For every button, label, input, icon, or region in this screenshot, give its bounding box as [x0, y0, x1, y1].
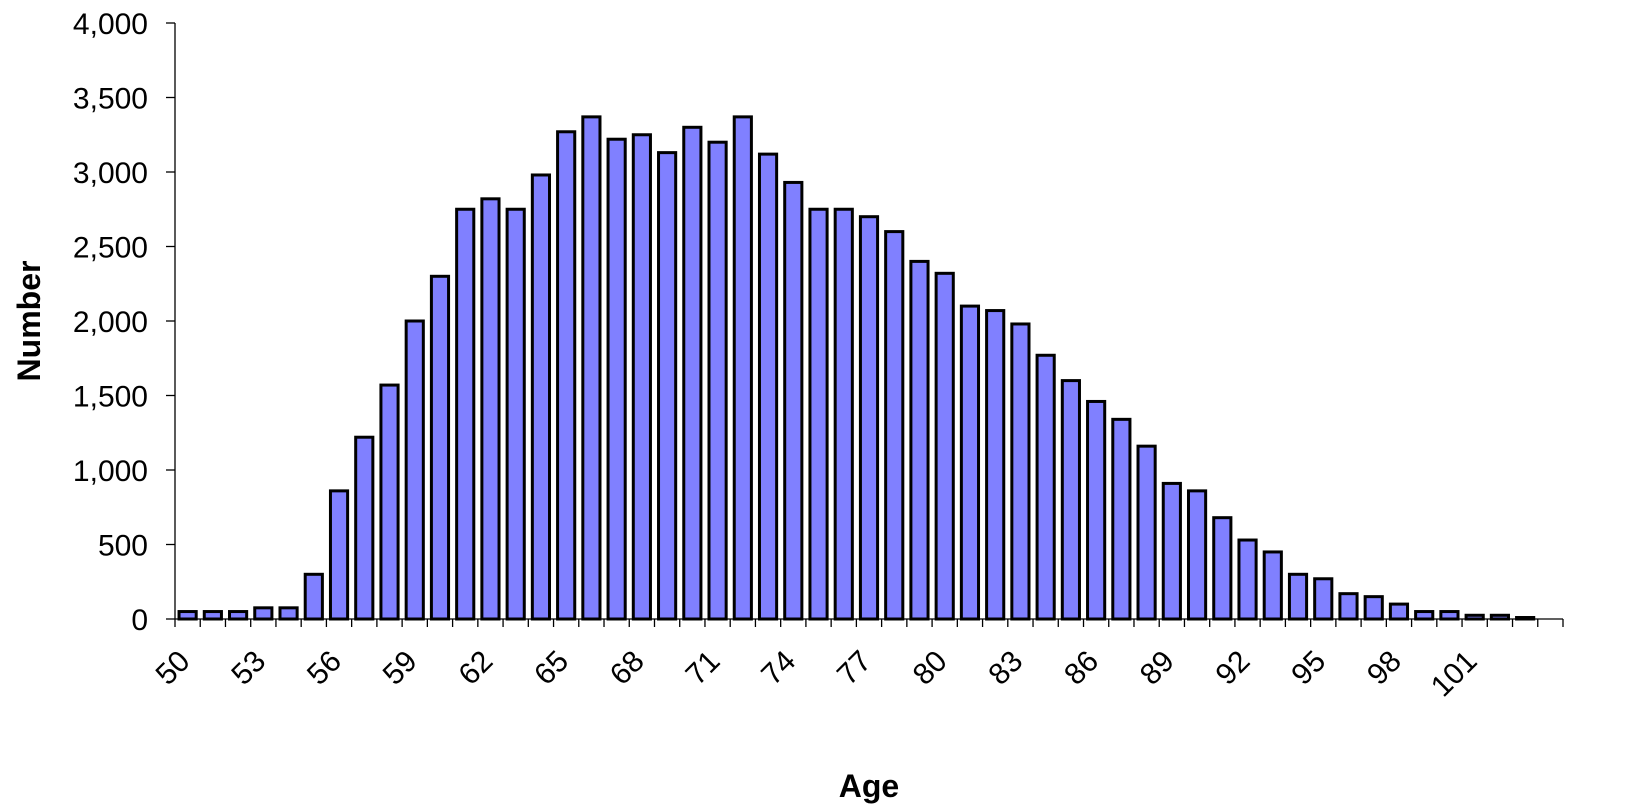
bar-age-82: [985, 309, 1006, 621]
x-tick-label: 86: [1058, 645, 1105, 692]
bar-age-52: [228, 610, 249, 621]
x-tick-label: 80: [907, 645, 954, 692]
bar-age-97: [1363, 595, 1384, 621]
x-tick-label: 95: [1285, 645, 1332, 692]
bar-age-100: [1439, 610, 1460, 621]
bar-age-96: [1338, 592, 1359, 621]
bar-age-90: [1186, 489, 1208, 621]
bar-age-60: [429, 274, 451, 621]
bar-age-59: [404, 319, 425, 621]
x-tick-label: 53: [225, 645, 272, 692]
x-tick-label: 83: [982, 645, 1029, 692]
bar-age-89: [1161, 481, 1182, 621]
bar-age-83: [1010, 322, 1031, 621]
x-tick-label: 71: [680, 645, 727, 692]
bar-age-51: [202, 610, 223, 621]
bar-age-65: [556, 130, 577, 621]
x-axis-title: Age: [839, 768, 899, 804]
y-tick-label: 3,000: [73, 157, 148, 190]
bar-age-99: [1414, 610, 1435, 621]
bar-age-78: [884, 230, 905, 621]
x-tick-label: 50: [150, 645, 197, 692]
bar-age-93: [1262, 550, 1283, 621]
bar-age-63: [505, 207, 526, 621]
bar-age-81: [959, 304, 981, 621]
y-tick-label: 2,500: [73, 232, 148, 265]
y-axis-title: Number: [11, 261, 47, 382]
bar-age-85: [1060, 379, 1081, 621]
bar-age-72: [732, 115, 753, 621]
bar-age-86: [1086, 399, 1107, 621]
bar-age-55: [303, 572, 324, 621]
y-tick-label: 0: [131, 604, 148, 637]
bar-age-69: [657, 151, 678, 621]
bar-age-62: [480, 197, 501, 621]
bar-age-71: [707, 140, 728, 621]
y-axis-ticks: 0 500 1,000 1,500 2,000 2,500 3,000 3,500 4,000: [73, 8, 175, 637]
x-tick-label: 74: [755, 645, 802, 692]
bar-age-66: [581, 115, 602, 621]
bar-age-76: [833, 207, 854, 621]
bar-age-56: [328, 489, 350, 621]
y-tick-label: 3,500: [73, 83, 148, 116]
y-tick-label: 4,000: [73, 8, 148, 41]
bar-age-84: [1035, 353, 1056, 621]
x-tick-label: 89: [1134, 645, 1181, 692]
x-tick-label: 65: [528, 645, 575, 692]
bar-age-50: [177, 610, 198, 621]
x-axis-ticks: 50 53 56 59 62 65 68 71 74 77 80 83 86 89 92 95 98 101: [150, 619, 1564, 704]
x-tick-label: 62: [452, 645, 499, 692]
bar-age-54: [278, 606, 299, 621]
x-tick-label: 68: [604, 645, 651, 692]
bar-age-74: [783, 180, 804, 621]
y-tick-label: 1,000: [73, 455, 148, 488]
bar-age-68: [631, 133, 652, 621]
bar-age-61: [455, 207, 476, 621]
x-tick-label: 98: [1361, 645, 1408, 692]
bar-age-64: [530, 173, 552, 621]
bar-age-79: [909, 259, 930, 621]
bar-age-70: [682, 125, 703, 621]
x-tick-label: 77: [831, 645, 878, 692]
bar-age-57: [354, 435, 375, 621]
bar-age-67: [606, 137, 627, 621]
bar-age-87: [1111, 417, 1132, 621]
bar-age-77: [858, 215, 880, 621]
y-tick-label: 500: [98, 530, 148, 563]
bar-age-95: [1313, 577, 1334, 621]
bar-age-73: [757, 152, 779, 621]
bars: [177, 115, 1536, 621]
bar-age-98: [1388, 602, 1410, 621]
x-tick-label: 92: [1210, 645, 1257, 692]
y-tick-label: 2,000: [73, 306, 148, 339]
bar-age-58: [379, 383, 400, 621]
bar-age-75: [808, 207, 829, 621]
x-tick-label: 101: [1425, 645, 1484, 704]
y-tick-label: 1,500: [73, 381, 148, 414]
x-tick-label: 56: [301, 645, 348, 692]
bar-age-94: [1287, 572, 1309, 621]
bar-age-53: [253, 606, 274, 621]
x-tick-label: 59: [377, 645, 424, 692]
bar-age-91: [1212, 516, 1233, 621]
bar-age-80: [934, 271, 955, 621]
bar-age-88: [1136, 444, 1157, 621]
bar-age-92: [1237, 538, 1258, 621]
